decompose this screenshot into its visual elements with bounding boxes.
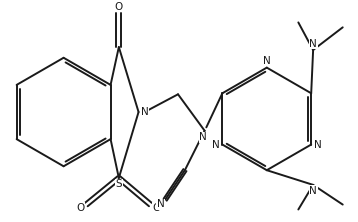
Text: O: O [76, 203, 84, 213]
Text: N: N [263, 56, 271, 66]
Text: N: N [309, 186, 317, 196]
Text: N: N [141, 107, 149, 117]
Text: O: O [152, 203, 161, 213]
Text: N: N [314, 140, 322, 150]
Text: N: N [199, 133, 207, 143]
Text: N: N [156, 199, 164, 209]
Text: S: S [116, 179, 122, 189]
Text: N: N [212, 140, 219, 150]
Text: O: O [115, 2, 123, 12]
Text: N: N [309, 39, 317, 49]
